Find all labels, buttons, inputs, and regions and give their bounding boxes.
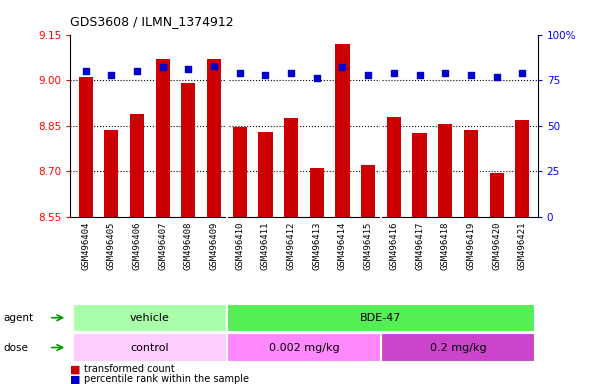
Bar bbox=[156, 59, 170, 217]
Text: GSM496405: GSM496405 bbox=[107, 221, 116, 270]
Bar bbox=[335, 44, 349, 217]
Point bbox=[492, 73, 502, 79]
Text: GSM496419: GSM496419 bbox=[466, 221, 475, 270]
Text: GSM496417: GSM496417 bbox=[415, 221, 424, 270]
Text: GSM496421: GSM496421 bbox=[518, 221, 527, 270]
Bar bbox=[79, 77, 93, 217]
Bar bbox=[310, 168, 324, 217]
Text: percentile rank within the sample: percentile rank within the sample bbox=[84, 374, 249, 384]
Point bbox=[81, 68, 90, 74]
Point bbox=[466, 72, 476, 78]
Point bbox=[260, 72, 270, 78]
Text: GSM496404: GSM496404 bbox=[81, 221, 90, 270]
Point bbox=[286, 70, 296, 76]
Text: ■: ■ bbox=[70, 364, 81, 374]
Bar bbox=[464, 130, 478, 217]
Point bbox=[389, 70, 399, 76]
Bar bbox=[233, 127, 247, 217]
Bar bbox=[181, 83, 196, 217]
Point bbox=[364, 72, 373, 78]
Text: transformed count: transformed count bbox=[84, 364, 175, 374]
Point bbox=[415, 72, 425, 78]
Bar bbox=[207, 59, 221, 217]
Text: GSM496409: GSM496409 bbox=[210, 221, 219, 270]
Text: control: control bbox=[131, 343, 169, 353]
Point bbox=[518, 70, 527, 76]
Text: GSM496410: GSM496410 bbox=[235, 221, 244, 270]
Text: GSM496414: GSM496414 bbox=[338, 221, 347, 270]
Point bbox=[312, 75, 322, 81]
Text: GSM496420: GSM496420 bbox=[492, 221, 501, 270]
Text: GSM496406: GSM496406 bbox=[133, 221, 142, 270]
Text: BDE-47: BDE-47 bbox=[360, 313, 401, 323]
Text: GDS3608 / ILMN_1374912: GDS3608 / ILMN_1374912 bbox=[70, 15, 234, 28]
Text: GSM496416: GSM496416 bbox=[389, 221, 398, 270]
Text: GSM496412: GSM496412 bbox=[287, 221, 296, 270]
Point bbox=[235, 70, 244, 76]
Text: ■: ■ bbox=[70, 374, 81, 384]
Text: 0.002 mg/kg: 0.002 mg/kg bbox=[269, 343, 339, 353]
Bar bbox=[361, 165, 375, 217]
Point bbox=[441, 70, 450, 76]
Text: dose: dose bbox=[3, 343, 28, 353]
Point bbox=[183, 66, 193, 72]
Point bbox=[106, 72, 116, 78]
Text: GSM496415: GSM496415 bbox=[364, 221, 373, 270]
Text: agent: agent bbox=[3, 313, 33, 323]
Bar bbox=[412, 133, 426, 217]
Bar bbox=[104, 130, 119, 217]
Bar bbox=[381, 333, 535, 362]
Bar bbox=[73, 333, 227, 362]
Text: 0.2 mg/kg: 0.2 mg/kg bbox=[430, 343, 486, 353]
Text: GSM496413: GSM496413 bbox=[312, 221, 321, 270]
Bar bbox=[227, 333, 381, 362]
Bar bbox=[284, 118, 298, 217]
Text: GSM496418: GSM496418 bbox=[441, 221, 450, 270]
Bar bbox=[515, 120, 529, 217]
Bar bbox=[130, 114, 144, 217]
Bar bbox=[258, 132, 273, 217]
Bar bbox=[387, 117, 401, 217]
Text: GSM496408: GSM496408 bbox=[184, 221, 193, 270]
Text: GSM496407: GSM496407 bbox=[158, 221, 167, 270]
Bar bbox=[227, 304, 535, 331]
Point bbox=[158, 65, 167, 71]
Point bbox=[338, 65, 348, 71]
Point bbox=[132, 68, 142, 74]
Bar bbox=[438, 124, 452, 217]
Point bbox=[209, 63, 219, 69]
Text: GSM496411: GSM496411 bbox=[261, 221, 270, 270]
Text: vehicle: vehicle bbox=[130, 313, 170, 323]
Bar bbox=[73, 304, 227, 331]
Bar bbox=[489, 173, 503, 217]
